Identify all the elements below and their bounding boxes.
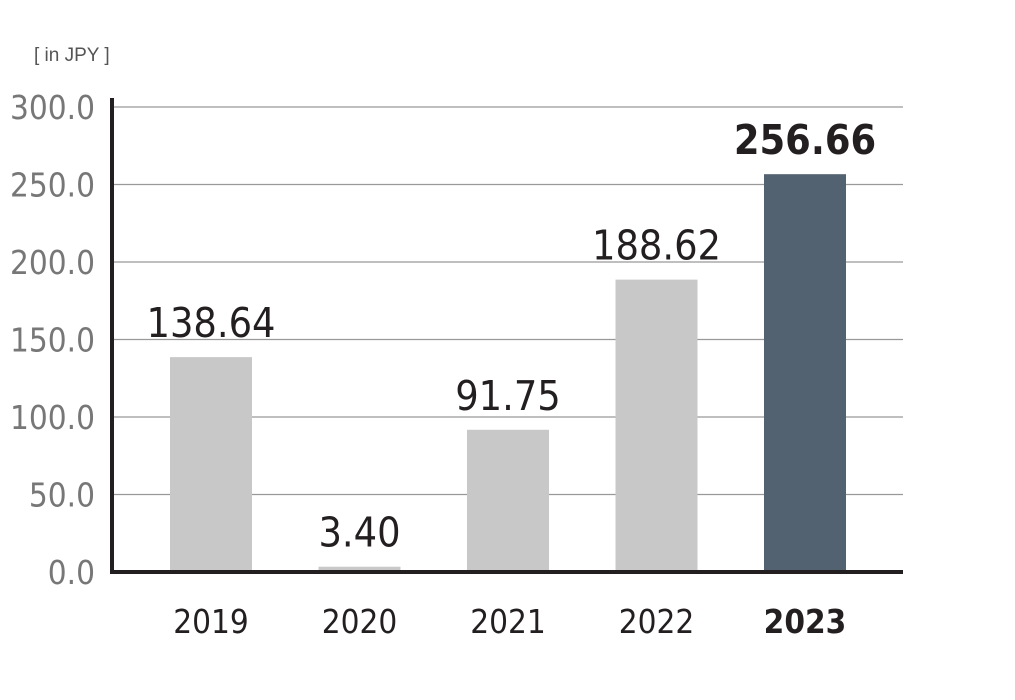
x-tick-label-2021: 2021 — [470, 602, 546, 641]
y-tick-label: 100.0 — [10, 398, 95, 437]
x-axis-ticks: 2019 2020 2021 2022 2023 — [173, 602, 846, 641]
bars — [170, 174, 846, 572]
y-tick-label: 50.0 — [29, 476, 95, 515]
x-tick-label-2023: 2023 — [764, 602, 847, 641]
y-tick-label: 0.0 — [48, 553, 95, 592]
unit-label: [ in JPY ] — [34, 45, 110, 66]
y-tick-label: 300.0 — [10, 88, 95, 127]
y-axis-ticks: 0.0 50.0 100.0 150.0 200.0 250.0 300.0 — [10, 88, 95, 592]
x-tick-label-2022: 2022 — [619, 602, 695, 641]
value-label-2020: 3.40 — [318, 509, 400, 557]
bar-2019 — [170, 357, 252, 572]
bar-2023 — [764, 174, 846, 572]
bar-2021 — [467, 429, 549, 572]
x-tick-label-2019: 2019 — [173, 602, 249, 641]
value-label-2022: 188.62 — [592, 222, 721, 270]
y-tick-label: 200.0 — [10, 243, 95, 282]
x-tick-label-2020: 2020 — [322, 602, 398, 641]
value-label-2021: 91.75 — [455, 372, 561, 420]
bar-2022 — [615, 279, 698, 572]
value-labels: 138.64 3.40 91.75 188.62 256.66 — [146, 116, 876, 557]
y-tick-label: 250.0 — [10, 166, 95, 205]
value-label-2019: 138.64 — [146, 299, 275, 347]
bar-2020 — [318, 566, 401, 572]
y-tick-label: 150.0 — [10, 321, 95, 360]
value-label-2023: 256.66 — [734, 116, 876, 164]
